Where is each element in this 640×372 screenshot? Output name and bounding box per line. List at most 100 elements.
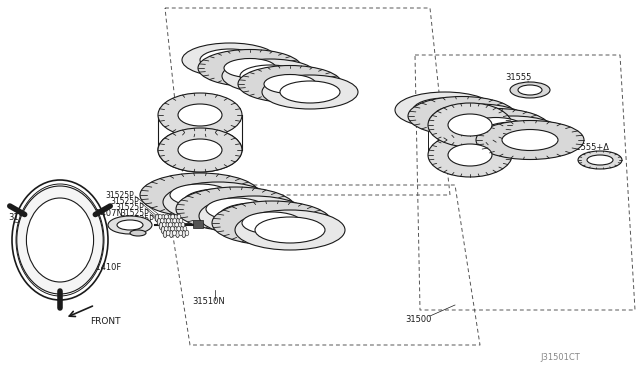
Ellipse shape — [173, 230, 176, 236]
Ellipse shape — [183, 189, 253, 215]
Ellipse shape — [157, 218, 161, 225]
Ellipse shape — [587, 155, 613, 165]
Ellipse shape — [428, 133, 512, 177]
Ellipse shape — [158, 128, 242, 172]
Ellipse shape — [26, 198, 93, 282]
Ellipse shape — [170, 231, 173, 237]
Ellipse shape — [199, 196, 309, 236]
Text: 31510N: 31510N — [192, 298, 225, 307]
Ellipse shape — [168, 227, 171, 234]
Ellipse shape — [158, 93, 242, 137]
Ellipse shape — [168, 215, 172, 221]
Ellipse shape — [262, 75, 358, 109]
Ellipse shape — [163, 231, 167, 237]
Ellipse shape — [180, 227, 184, 234]
Ellipse shape — [164, 226, 168, 232]
Ellipse shape — [212, 201, 332, 245]
Ellipse shape — [502, 129, 558, 151]
Ellipse shape — [171, 226, 174, 232]
Ellipse shape — [17, 186, 103, 294]
Text: 31410F: 31410F — [90, 263, 121, 273]
Ellipse shape — [183, 226, 187, 232]
Ellipse shape — [179, 218, 183, 224]
Ellipse shape — [159, 222, 163, 230]
Ellipse shape — [413, 98, 477, 122]
Ellipse shape — [181, 222, 185, 228]
Text: 31525P: 31525P — [115, 202, 144, 212]
Ellipse shape — [177, 214, 181, 220]
Ellipse shape — [264, 74, 316, 93]
Ellipse shape — [175, 222, 179, 228]
Ellipse shape — [476, 121, 584, 160]
Ellipse shape — [182, 231, 186, 237]
Ellipse shape — [161, 215, 165, 221]
Ellipse shape — [176, 218, 180, 225]
Bar — [193, 220, 203, 228]
Ellipse shape — [578, 151, 622, 169]
Ellipse shape — [463, 116, 563, 152]
Ellipse shape — [166, 230, 170, 236]
Text: 31525P: 31525P — [105, 190, 134, 199]
Ellipse shape — [166, 218, 170, 224]
Ellipse shape — [163, 222, 166, 228]
Ellipse shape — [160, 218, 164, 224]
Ellipse shape — [178, 222, 182, 230]
Ellipse shape — [163, 182, 273, 222]
Text: 31407N: 31407N — [90, 208, 123, 218]
Text: FRONT: FRONT — [90, 317, 120, 327]
Ellipse shape — [173, 227, 177, 234]
Ellipse shape — [170, 184, 230, 206]
Ellipse shape — [182, 43, 278, 77]
Ellipse shape — [171, 214, 175, 220]
Ellipse shape — [185, 230, 189, 236]
Text: 31540N: 31540N — [185, 164, 218, 173]
Ellipse shape — [178, 139, 222, 161]
Ellipse shape — [206, 198, 266, 220]
Text: 31555+Δ: 31555+Δ — [570, 144, 609, 153]
Text: J31501CT: J31501CT — [540, 353, 580, 362]
Ellipse shape — [155, 215, 159, 221]
Ellipse shape — [235, 210, 345, 250]
Ellipse shape — [481, 122, 545, 146]
Ellipse shape — [173, 218, 177, 224]
Ellipse shape — [164, 214, 168, 220]
Ellipse shape — [161, 227, 165, 234]
Ellipse shape — [165, 222, 169, 230]
Ellipse shape — [108, 216, 152, 234]
Ellipse shape — [255, 217, 325, 243]
Ellipse shape — [429, 104, 529, 140]
Ellipse shape — [442, 109, 550, 148]
Text: 31589: 31589 — [8, 214, 35, 222]
Ellipse shape — [468, 118, 524, 138]
Text: 31525P: 31525P — [125, 215, 154, 224]
Ellipse shape — [447, 110, 511, 134]
Ellipse shape — [224, 58, 276, 77]
Ellipse shape — [240, 65, 300, 87]
Ellipse shape — [178, 104, 222, 126]
Ellipse shape — [117, 220, 143, 230]
Ellipse shape — [428, 103, 512, 147]
Ellipse shape — [130, 230, 146, 236]
Text: 31525P: 31525P — [110, 196, 139, 205]
Ellipse shape — [198, 49, 302, 87]
Ellipse shape — [448, 114, 492, 136]
Ellipse shape — [140, 173, 260, 217]
Ellipse shape — [200, 49, 260, 71]
Text: 31555: 31555 — [505, 73, 531, 81]
Ellipse shape — [176, 187, 296, 231]
Ellipse shape — [242, 212, 302, 234]
Ellipse shape — [172, 222, 175, 230]
Ellipse shape — [179, 230, 182, 236]
Ellipse shape — [238, 65, 342, 103]
Ellipse shape — [158, 214, 162, 220]
Ellipse shape — [448, 144, 492, 166]
Ellipse shape — [158, 128, 242, 172]
Text: 31525P: 31525P — [120, 208, 148, 218]
Ellipse shape — [168, 222, 172, 228]
Ellipse shape — [219, 203, 289, 229]
Ellipse shape — [222, 59, 318, 93]
Ellipse shape — [163, 218, 167, 225]
Ellipse shape — [174, 215, 178, 221]
Ellipse shape — [280, 81, 340, 103]
Ellipse shape — [408, 96, 516, 135]
